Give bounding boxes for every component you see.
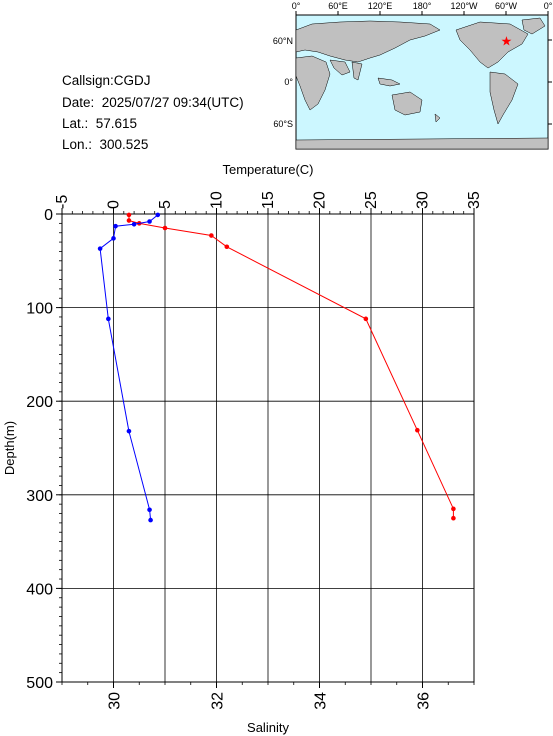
depth-tick-label: 200 <box>26 394 53 411</box>
salinity-point <box>126 218 132 223</box>
salinity-point <box>363 316 369 322</box>
map-tick-60w: 60°W <box>495 1 518 11</box>
depth-tick-label: 0 <box>44 207 53 224</box>
map-tick-60e: 60°E <box>328 1 348 11</box>
map-tick-equator: 0° <box>284 77 293 87</box>
temperature-tick-label: 0 <box>106 200 123 209</box>
salinity-point <box>126 212 132 218</box>
temperature-tick-label: 35 <box>466 191 483 209</box>
temperature-point <box>111 236 116 241</box>
temperature-axis-label: Temperature(C) <box>222 162 313 177</box>
salinity-point <box>136 221 142 226</box>
map-top-ticks: 0° 60°E 120°E 180° 120°W 60°W 0° <box>292 1 553 11</box>
map-tick-120w: 120°W <box>450 1 478 11</box>
depth-tick-label: 400 <box>26 581 53 598</box>
map-left-ticks: 60°N 0° 60°S <box>273 36 294 129</box>
salinity-point <box>224 244 230 250</box>
temperature-point <box>97 246 103 251</box>
map-land <box>295 17 549 150</box>
depth-tick-label: 300 <box>26 488 53 505</box>
series <box>97 212 456 523</box>
salinity-tick-label: 32 <box>210 692 227 710</box>
map-tick-60n: 60°N <box>273 36 293 46</box>
depth-tick-label: 100 <box>26 301 53 318</box>
map-tick-0: 0° <box>292 1 301 11</box>
temperature-point <box>106 316 111 322</box>
map-frame-ticks <box>295 11 552 125</box>
station-marker-icon: ★ <box>501 34 513 49</box>
salinity-profile-line <box>128 214 454 519</box>
temperature-tick-label: 10 <box>209 191 226 209</box>
map-tick-180: 180° <box>413 1 432 11</box>
salinity-point <box>451 515 456 521</box>
longitude-text: Lon.: 300.525 <box>62 137 149 152</box>
date-text: Date: 2025/07/27 09:34(UTC) <box>62 95 244 110</box>
temperature-point <box>126 428 132 434</box>
grid <box>62 214 474 682</box>
salinity-point <box>415 427 420 433</box>
salinity-tick-label: 36 <box>416 692 433 710</box>
depth-axis-label: Depth(m) <box>2 421 17 475</box>
latitude-text: Lat.: 57.615 <box>62 116 138 131</box>
temperature-point <box>155 212 161 218</box>
temperature-tick-label: -5 <box>54 195 71 209</box>
salinity-point <box>162 225 168 231</box>
temperature-tick-label: 30 <box>415 191 432 209</box>
salinity-tick-label: 30 <box>107 692 124 710</box>
salinity-point <box>451 506 456 512</box>
salinity-point <box>209 233 214 238</box>
map-tick-120e: 120°E <box>368 1 393 11</box>
salinity-tick-label: 34 <box>313 692 330 710</box>
map-tick-60s: 60°S <box>273 119 293 129</box>
map-tick-0-right: 0° <box>544 1 553 11</box>
world-map: 0° 60°E 120°E 180° 120°W 60°W 0° 60°N 0°… <box>273 1 553 150</box>
callsign-text: Callsign:CGDJ <box>62 73 151 88</box>
temperature-tick-label: 15 <box>260 191 277 209</box>
temperature-tick-label: 20 <box>312 191 329 209</box>
salinity-axis-label: Salinity <box>247 720 289 735</box>
temperature-profile-line <box>99 214 159 521</box>
temperature-point <box>113 223 118 229</box>
temperature-point <box>148 517 153 523</box>
temperature-tick-label: 25 <box>363 191 380 209</box>
temperature-point <box>131 221 137 227</box>
depth-tick-label: 500 <box>26 675 53 692</box>
temperature-tick-label: 5 <box>157 200 174 209</box>
plot-area <box>61 213 475 683</box>
temperature-point <box>147 219 152 224</box>
temperature-point <box>147 507 152 513</box>
